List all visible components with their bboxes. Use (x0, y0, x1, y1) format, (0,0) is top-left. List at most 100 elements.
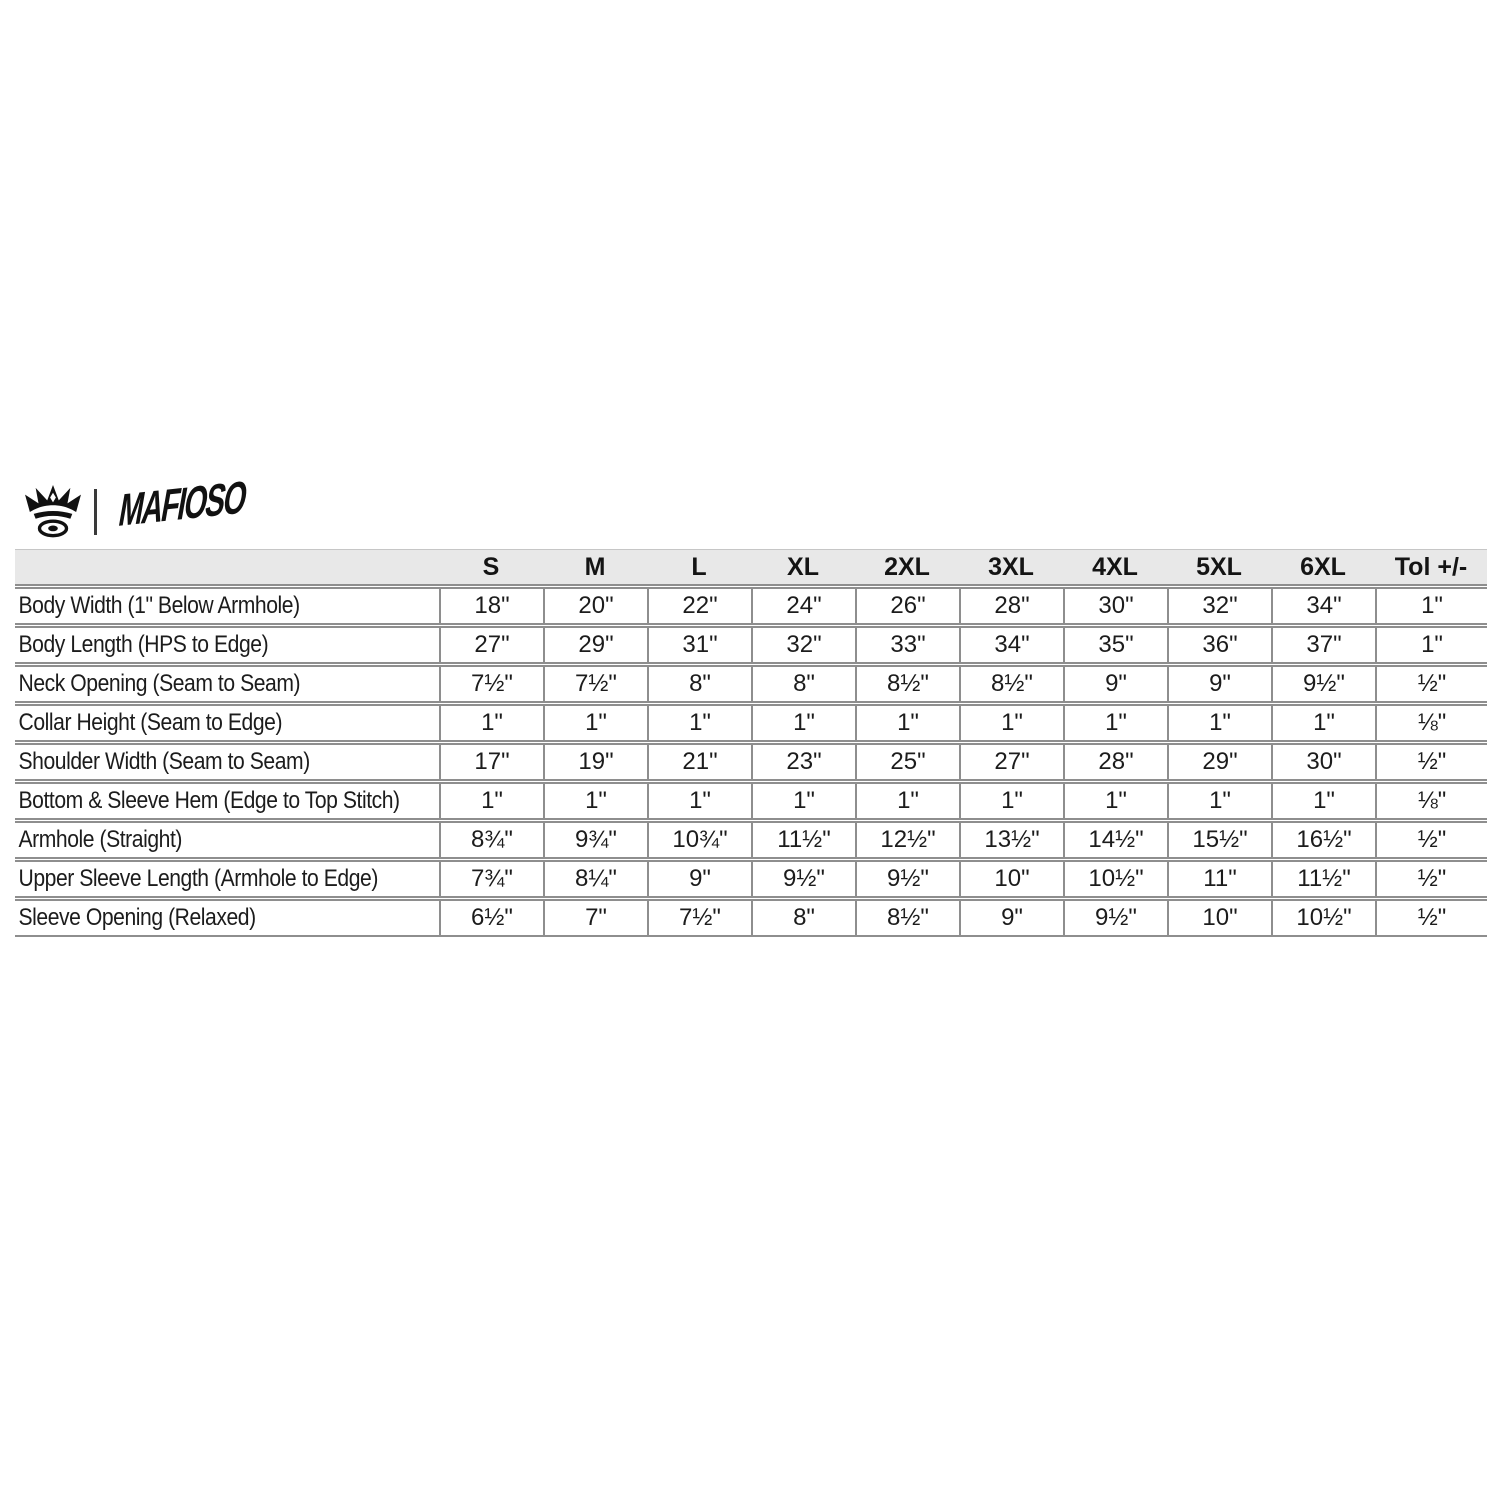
size-value-cell: 29" (543, 626, 647, 664)
size-value-cell: 36" (1167, 626, 1271, 664)
size-value-cell: 10" (1167, 899, 1271, 937)
table-row: Upper Sleeve Length (Armhole to Edge) 7¾… (15, 860, 1487, 898)
size-value-cell: 32" (1167, 587, 1271, 625)
size-value-cell: 31" (647, 626, 751, 664)
size-value-cell: 29" (1167, 743, 1271, 781)
size-value-cell: 8½" (855, 665, 959, 703)
size-value-cell: 30" (1063, 587, 1167, 625)
size-value-cell: 32" (751, 626, 855, 664)
column-header-l: L (647, 549, 751, 586)
size-value-cell: 34" (959, 626, 1063, 664)
row-label: Bottom & Sleeve Hem (Edge to Top Stitch) (15, 782, 439, 820)
size-value-cell: 12½" (855, 821, 959, 859)
size-value-cell: 13½" (959, 821, 1063, 859)
size-value-cell: 9" (959, 899, 1063, 937)
size-value-cell: 1" (1167, 704, 1271, 742)
size-value-cell: 7½" (647, 899, 751, 937)
size-value-cell: 35" (1063, 626, 1167, 664)
size-value-cell: 1" (959, 704, 1063, 742)
size-value-cell: 1" (855, 782, 959, 820)
size-value-cell: 8¼" (543, 860, 647, 898)
size-value-cell: 26" (855, 587, 959, 625)
size-value-cell: 9" (1063, 665, 1167, 703)
size-value-cell: 9¾" (543, 821, 647, 859)
size-value-cell: 28" (959, 587, 1063, 625)
size-value-cell: 8½" (959, 665, 1063, 703)
corner-cell (15, 549, 439, 586)
row-label: Body Length (HPS to Edge) (15, 626, 439, 664)
tolerance-cell: 1" (1375, 626, 1487, 664)
size-value-cell: 7" (543, 899, 647, 937)
size-value-cell: 21" (647, 743, 751, 781)
table-row: Sleeve Opening (Relaxed) 6½" 7" 7½" 8" 8… (15, 899, 1487, 937)
table-row: Bottom & Sleeve Hem (Edge to Top Stitch)… (15, 782, 1487, 820)
row-label: Shoulder Width (Seam to Seam) (15, 743, 439, 781)
column-header-tolerance: Tol +/- (1375, 549, 1487, 586)
tolerance-cell: ⅛" (1375, 782, 1487, 820)
size-value-cell: 1" (1063, 782, 1167, 820)
row-label-text: Upper Sleeve Length (Armhole to Edge) (18, 865, 379, 892)
tolerance-cell: ½" (1375, 821, 1487, 859)
column-header-2xl: 2XL (855, 549, 959, 586)
size-value-cell: 10" (959, 860, 1063, 898)
size-value-cell: 28" (1063, 743, 1167, 781)
size-value-cell: 7½" (543, 665, 647, 703)
size-value-cell: 24" (751, 587, 855, 625)
brand-divider (94, 489, 97, 535)
size-value-cell: 6½" (439, 899, 543, 937)
row-label: Collar Height (Seam to Edge) (15, 704, 439, 742)
table-row: Body Length (HPS to Edge) 27" 29" 31" 32… (15, 626, 1487, 664)
size-value-cell: 1" (751, 782, 855, 820)
size-value-cell: 37" (1271, 626, 1375, 664)
size-value-cell: 1" (855, 704, 959, 742)
row-label-text: Bottom & Sleeve Hem (Edge to Top Stitch) (18, 787, 401, 814)
size-value-cell: 1" (959, 782, 1063, 820)
row-label: Armhole (Straight) (15, 821, 439, 859)
size-chart-table: S M L XL 2XL 3XL 4XL 5XL 6XL Tol +/- Bod… (15, 548, 1487, 938)
table-row: Collar Height (Seam to Edge) 1" 1" 1" 1"… (15, 704, 1487, 742)
size-value-cell: 27" (439, 626, 543, 664)
tolerance-cell: 1" (1375, 587, 1487, 625)
row-label: Upper Sleeve Length (Armhole to Edge) (15, 860, 439, 898)
size-value-cell: 1" (1167, 782, 1271, 820)
size-value-cell: 8¾" (439, 821, 543, 859)
size-value-cell: 17" (439, 743, 543, 781)
row-label-text: Body Width (1" Below Armhole) (18, 592, 301, 619)
tolerance-cell: ½" (1375, 860, 1487, 898)
size-value-cell: 8" (751, 665, 855, 703)
row-label-text: Collar Height (Seam to Edge) (18, 709, 283, 736)
tolerance-cell: ½" (1375, 665, 1487, 703)
column-header-4xl: 4XL (1063, 549, 1167, 586)
table-row: Body Width (1" Below Armhole) 18" 20" 22… (15, 587, 1487, 625)
column-header-5xl: 5XL (1167, 549, 1271, 586)
size-value-cell: 10¾" (647, 821, 751, 859)
size-value-cell: 1" (1271, 782, 1375, 820)
table-row: Shoulder Width (Seam to Seam) 17" 19" 21… (15, 743, 1487, 781)
size-value-cell: 11½" (751, 821, 855, 859)
tolerance-cell: ½" (1375, 743, 1487, 781)
column-header-m: M (543, 549, 647, 586)
row-label-text: Shoulder Width (Seam to Seam) (18, 748, 311, 775)
brand-wordmark-text: MAFIOSO (115, 473, 250, 537)
size-value-cell: 1" (543, 704, 647, 742)
size-value-cell: 8" (647, 665, 751, 703)
size-value-cell: 33" (855, 626, 959, 664)
brand-wordmark: MAFIOSO (115, 473, 250, 537)
size-value-cell: 10½" (1063, 860, 1167, 898)
size-value-cell: 1" (439, 704, 543, 742)
size-value-cell: 27" (959, 743, 1063, 781)
size-value-cell: 23" (751, 743, 855, 781)
size-value-cell: 22" (647, 587, 751, 625)
size-value-cell: 1" (439, 782, 543, 820)
crown-icon (25, 485, 81, 538)
size-value-cell: 9½" (855, 860, 959, 898)
row-label-text: Neck Opening (Seam to Seam) (18, 670, 301, 697)
size-value-cell: 20" (543, 587, 647, 625)
size-value-cell: 10½" (1271, 899, 1375, 937)
table-row: Armhole (Straight) 8¾" 9¾" 10¾" 11½" 12½… (15, 821, 1487, 859)
size-value-cell: 14½" (1063, 821, 1167, 859)
size-value-cell: 1" (543, 782, 647, 820)
table-header-row: S M L XL 2XL 3XL 4XL 5XL 6XL Tol +/- (15, 549, 1487, 586)
brand-logo: MAFIOSO (24, 473, 250, 540)
